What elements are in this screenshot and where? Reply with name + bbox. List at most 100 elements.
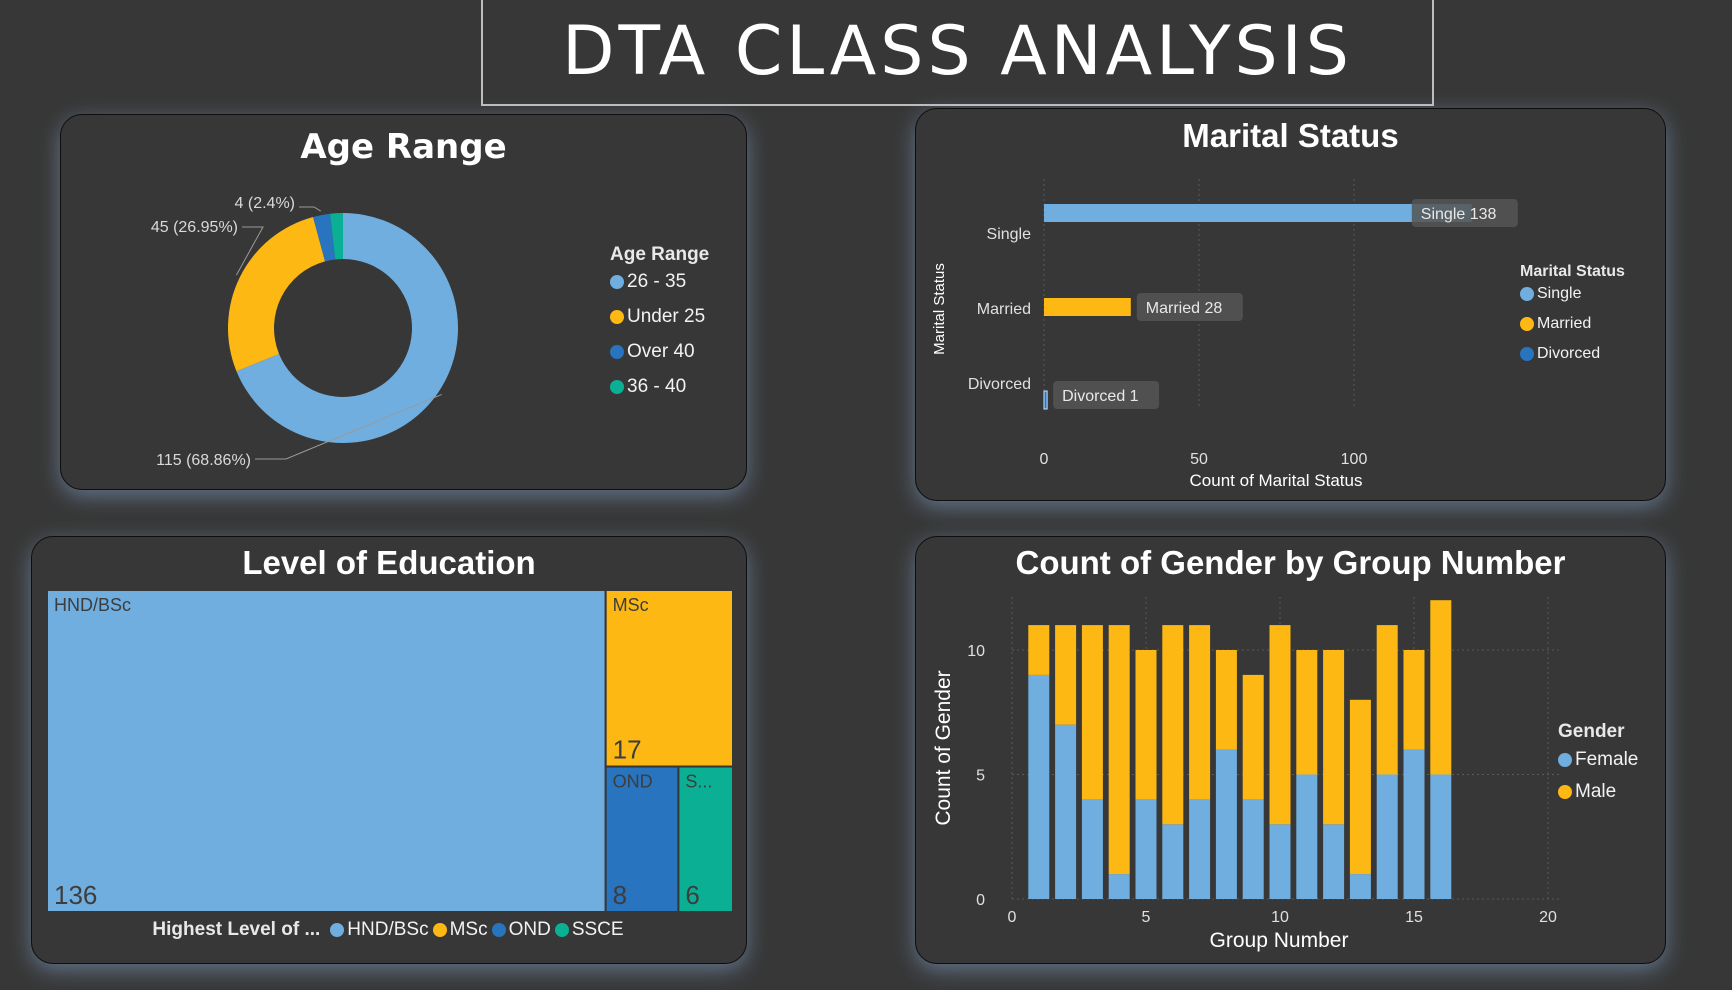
gender-bar-female[interactable] [1323,824,1345,899]
age-slice-26-35[interactable] [236,213,458,443]
age-legend-item-label: 26 - 35 [627,271,687,292]
gender-bar-male[interactable] [1323,650,1345,825]
marital-status-title: Marital Status [1182,117,1399,154]
gender-x-tick: 20 [1539,909,1557,926]
age-legend-item-swatch [610,310,624,324]
age-slice-36-40[interactable] [330,213,343,260]
marital-legend-item[interactable]: Married [1520,315,1625,333]
gender-bar-male[interactable] [1296,650,1318,775]
gender-bar-female[interactable] [1296,774,1318,900]
gender-x-tick: 15 [1405,909,1423,926]
gender-title: Count of Gender by Group Number [1015,544,1566,581]
treemap-tile-ssce[interactable] [677,765,735,913]
age-slice-under25[interactable] [227,216,326,372]
gender-bar-male[interactable] [1135,650,1157,800]
treemap-tile-value: 6 [685,880,699,910]
gender-legend-item-label: Female [1575,749,1639,770]
education-legend-item-label: HND/BSc [347,919,429,940]
gender-bar-male[interactable] [1028,625,1050,675]
treemap-tile-value: 8 [613,880,627,910]
gender-bar-female[interactable] [1189,799,1211,899]
treemap-tile-label: OND [613,772,653,792]
gender-y-tick: 5 [976,768,985,785]
gender-y-tick: 0 [976,892,985,909]
education-legend-item-label: OND [508,919,551,940]
education-card: Level of Education HND/BSc 136 MSc 17 OND 8 S.… [31,536,747,964]
education-legend-item-swatch [330,923,345,937]
age-legend-item-label: 36 - 40 [627,376,687,397]
age-slice-over40[interactable] [313,213,336,262]
marital-status-card: Marital Status 0 50 100 Count of Marital St… [915,108,1666,501]
marital-legend-item[interactable]: Divorced [1520,345,1625,363]
marital-legend: Marital Status Single Married Divorced [1520,263,1625,375]
gender-bar-female[interactable] [1349,874,1371,899]
gender-y-axis-label: Count of Gender [932,670,955,825]
treemap-tile-ond[interactable] [604,765,680,913]
age-leader-line [235,226,264,276]
gender-bar-male[interactable] [1055,625,1077,725]
gender-bar-female[interactable] [1269,824,1291,899]
gender-bar-female[interactable] [1215,749,1237,899]
age-range-card: Age Range 115 (68.86%) 45 (26.95%) 4 (2.4%… [60,114,747,490]
gender-bar-male[interactable] [1349,699,1371,875]
gender-x-axis-label: Group Number [1210,929,1349,952]
marital-legend-item[interactable]: Single [1520,285,1625,303]
page-title: DTA CLASS ANALYSIS [562,11,1353,91]
marital-legend-item-label: Married [1537,315,1592,332]
gender-legend-title: Gender [1558,721,1625,742]
gender-bar-female[interactable] [1135,799,1157,899]
education-legend-item[interactable]: MSc [432,919,488,941]
age-legend-item[interactable]: 36 - 40 [610,376,709,398]
marital-bar-divorced[interactable] [1043,390,1048,410]
treemap-tile-hndbsc[interactable] [46,589,607,913]
gender-bar-female[interactable] [1242,799,1264,899]
age-legend-item[interactable]: 26 - 35 [610,271,709,293]
gender-x-tick: 10 [1271,909,1289,926]
education-legend-item-swatch [554,923,569,937]
gender-bar-female[interactable] [1403,749,1425,899]
treemap-tile-msc[interactable] [604,589,735,768]
gender-bar-female[interactable] [1108,874,1130,899]
marital-legend-item-swatch [1520,347,1534,361]
gender-bar-female[interactable] [1376,774,1398,900]
marital-bar-married[interactable] [1044,298,1131,316]
gender-bar-male[interactable] [1081,625,1103,800]
gender-bar-female[interactable] [1081,799,1103,899]
marital-category-label: Divorced [968,376,1031,393]
gender-bar-male[interactable] [1269,625,1291,825]
marital-bar-single[interactable] [1044,204,1472,222]
gender-bar-male[interactable] [1430,600,1452,775]
gender-bar-male[interactable] [1108,625,1130,875]
marital-data-label-bg [1411,199,1518,227]
gender-bar-female[interactable] [1028,674,1050,899]
age-leader-line [299,206,322,212]
gender-legend-item[interactable]: Male [1558,781,1638,803]
gender-legend-item-swatch [1558,753,1572,767]
gender-bar-female[interactable] [1055,724,1077,899]
marital-x-tick: 50 [1190,451,1208,468]
gender-bar-male[interactable] [1162,625,1184,825]
gender-bar-male[interactable] [1242,674,1264,800]
gender-bar-female[interactable] [1430,774,1452,900]
gender-bar-male[interactable] [1376,625,1398,775]
education-legend-item[interactable]: OND [491,919,551,941]
age-legend-item-swatch [610,345,624,359]
age-leader-line [255,393,442,460]
gender-bar-male[interactable] [1215,650,1237,750]
gender-x-tick: 5 [1142,909,1151,926]
marital-x-tick: 100 [1341,451,1368,468]
gender-bar-female[interactable] [1162,824,1184,899]
education-legend-item[interactable]: SSCE [554,919,624,941]
gender-y-tick: 10 [967,643,985,660]
age-legend-item[interactable]: Under 25 [610,306,709,328]
gender-legend-item[interactable]: Female [1558,749,1638,771]
education-legend-item-label: SSCE [571,919,624,940]
gender-bar-male[interactable] [1189,625,1211,800]
age-data-label: 45 (26.95%) [151,219,238,236]
gender-bar-male[interactable] [1403,650,1425,750]
age-legend-item-swatch [610,380,624,394]
education-legend-item[interactable]: HND/BSc [330,919,429,941]
age-legend-item[interactable]: Over 40 [610,341,709,363]
education-title: Level of Education [242,544,536,581]
marital-data-label: Married 28 [1146,300,1223,317]
